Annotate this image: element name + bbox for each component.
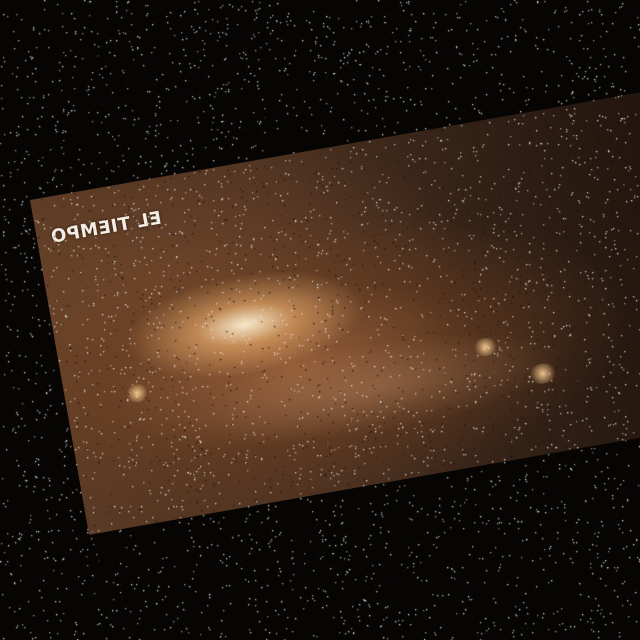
video-frame: EL TIEMPO (30, 74, 640, 535)
watermark-logo: EL TIEMPO (48, 207, 164, 248)
fire-glow (123, 382, 151, 405)
smoke-plume (182, 310, 573, 465)
